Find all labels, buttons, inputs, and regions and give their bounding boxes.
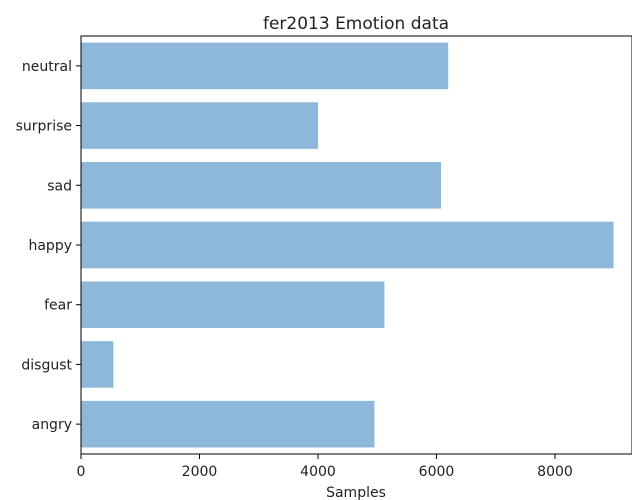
bar-sad [81, 161, 442, 209]
bar-angry [81, 400, 375, 448]
bar-fear [81, 281, 385, 329]
y-tick-label-disgust: disgust [21, 357, 72, 373]
y-tick-label-surprise: surprise [16, 119, 72, 135]
x-tick-label-2000: 2000 [182, 464, 218, 480]
y-tick-label-fear: fear [44, 298, 72, 314]
y-tick-label-sad: sad [47, 178, 72, 194]
y-tick-label-happy: happy [28, 238, 72, 254]
bar-neutral [81, 42, 449, 90]
x-axis-label: Samples [326, 485, 386, 500]
y-axis: angry disgust fear happy sad surprise neutral [16, 59, 81, 433]
bar-surprise [81, 102, 319, 149]
bar-disgust [81, 341, 114, 388]
x-axis: 0 2000 4000 6000 8000 [77, 454, 573, 480]
x-tick-label-4000: 4000 [300, 464, 336, 480]
x-tick-label-8000: 8000 [537, 464, 573, 480]
bars-group [81, 42, 614, 448]
y-tick-label-neutral: neutral [22, 59, 72, 75]
plot-frame [80, 35, 632, 455]
y-tick-label-angry: angry [32, 417, 72, 433]
x-tick-label-6000: 6000 [419, 464, 455, 480]
chart-title: fer2013 Emotion data [263, 14, 449, 34]
bar-happy [81, 221, 614, 269]
x-tick-label-0: 0 [77, 464, 86, 480]
